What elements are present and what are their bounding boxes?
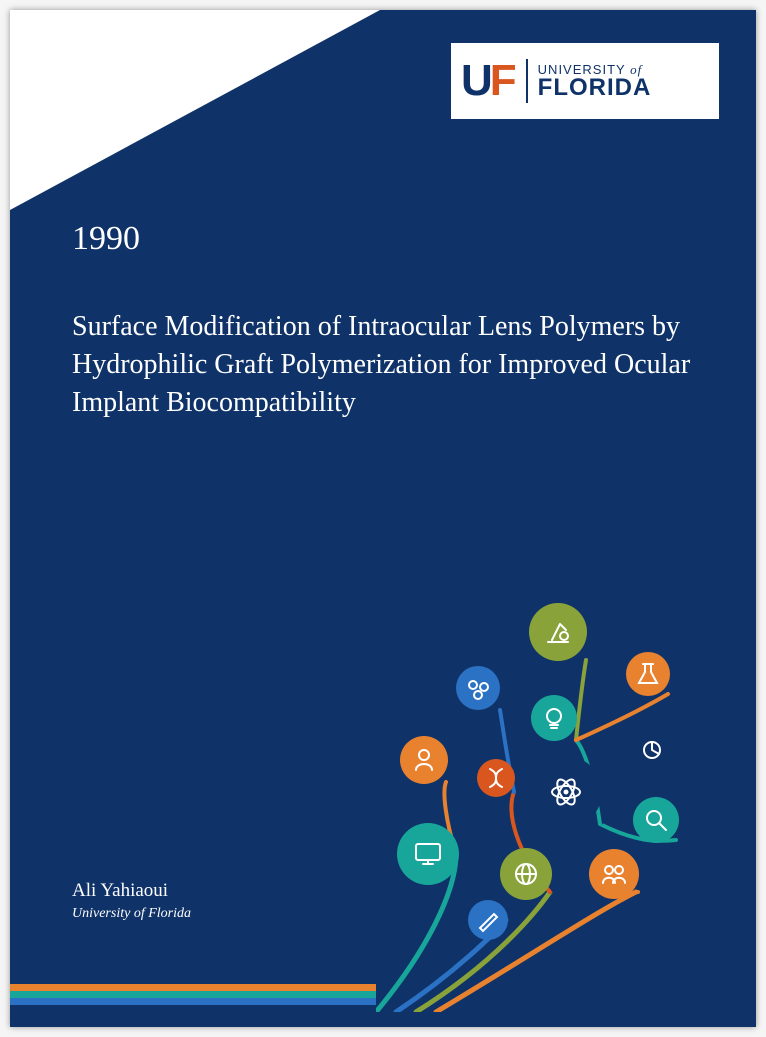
stripe <box>10 984 376 991</box>
cover-page: UF UNIVERSITY of FLORIDA 1990 Surface Mo… <box>10 10 756 1027</box>
author-block: Ali Yahiaoui University of Florida <box>72 880 191 922</box>
magnifier-icon <box>633 797 679 843</box>
uf-line2: FLORIDA <box>538 76 652 100</box>
publication-year: 1990 <box>72 220 140 258</box>
person-icon <box>400 736 448 784</box>
uf-wordmark: UNIVERSITY of FLORIDA <box>528 63 652 100</box>
globe-icon <box>500 848 552 900</box>
flask-icon <box>626 652 670 696</box>
uf-logo: UF UNIVERSITY of FLORIDA <box>450 42 720 120</box>
document-title: Surface Modification of Intraocular Lens… <box>72 308 706 421</box>
stripe <box>10 991 376 998</box>
dna-icon <box>477 759 515 797</box>
pie-icon <box>632 730 672 770</box>
corner-triangle <box>10 10 380 210</box>
stripe <box>10 1005 376 1012</box>
people-icon <box>589 849 639 899</box>
uf-monogram: UF <box>461 59 528 103</box>
microscope-icon <box>529 603 587 661</box>
icon-tree <box>336 592 716 1012</box>
footer-stripes <box>10 984 376 1012</box>
monitor-icon <box>397 823 459 885</box>
pencil-icon <box>468 900 508 940</box>
lightbulb-icon <box>531 695 577 741</box>
stripe <box>10 998 376 1005</box>
atom-icon <box>530 756 602 828</box>
cells-icon <box>456 666 500 710</box>
author-name: Ali Yahiaoui <box>72 880 191 902</box>
author-affiliation: University of Florida <box>72 906 191 922</box>
